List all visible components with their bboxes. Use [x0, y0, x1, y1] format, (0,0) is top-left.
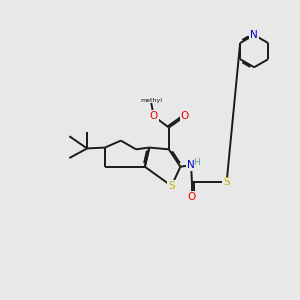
- Text: O: O: [188, 192, 196, 202]
- Text: N: N: [250, 30, 258, 40]
- Text: O: O: [150, 111, 158, 121]
- Text: S: S: [223, 177, 230, 188]
- Text: O: O: [181, 111, 189, 121]
- Text: S: S: [168, 181, 175, 191]
- Text: N: N: [187, 160, 195, 170]
- Text: H: H: [193, 158, 200, 167]
- Text: methyl: methyl: [140, 98, 162, 103]
